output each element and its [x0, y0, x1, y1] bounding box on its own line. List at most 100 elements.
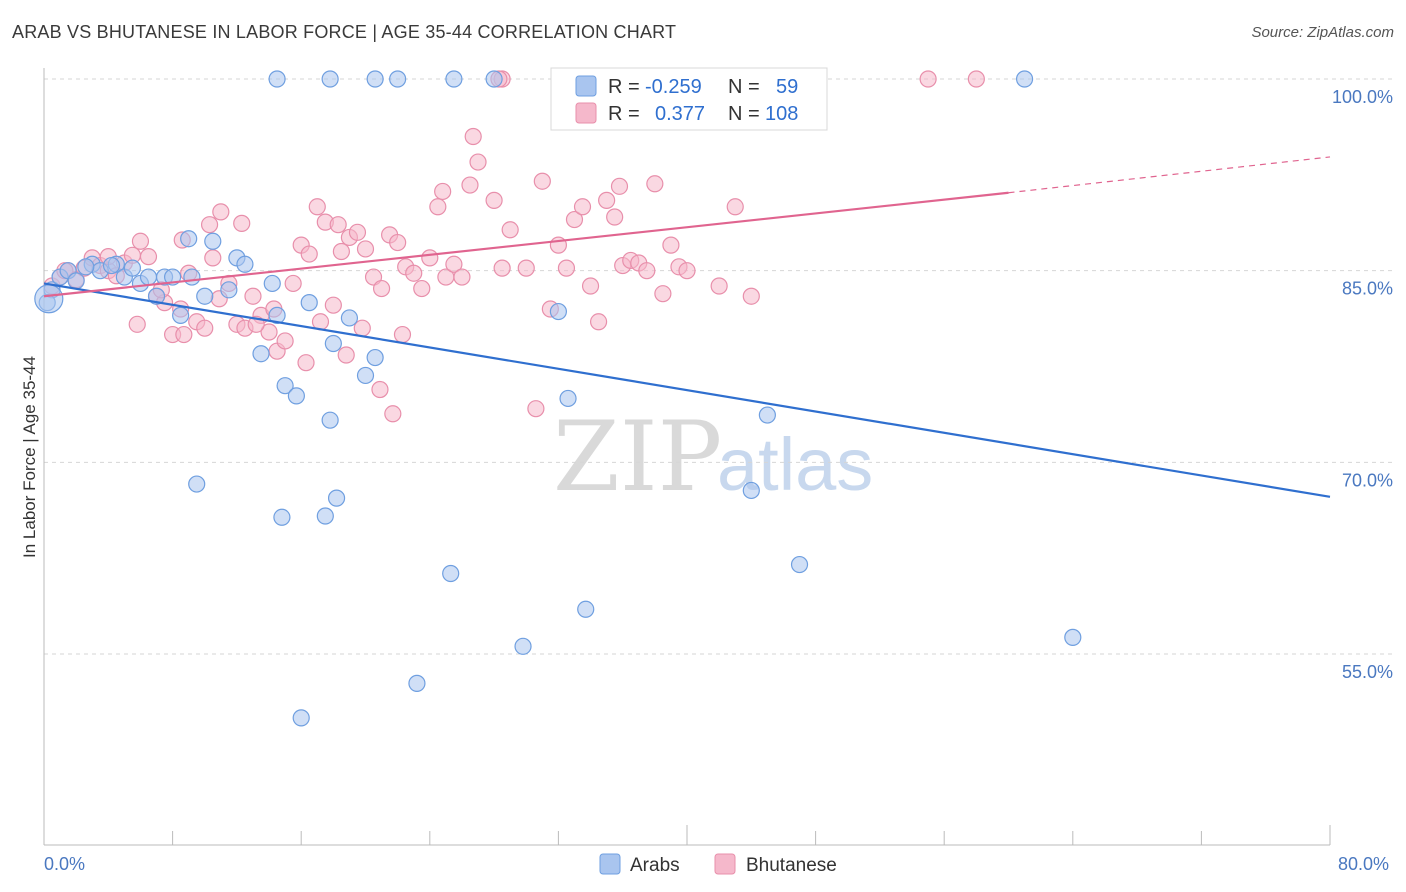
- bhutanese-point: [260, 323, 278, 341]
- bhutanese-point: [453, 268, 471, 286]
- y-tick-label: 100.0%: [1332, 87, 1393, 107]
- arabs-point: [196, 287, 214, 305]
- bhutanese-point: [356, 240, 375, 258]
- arabs-point: [485, 70, 503, 88]
- arabs-point: [559, 389, 577, 408]
- chart-source: Source: ZipAtlas.com: [1251, 24, 1394, 41]
- arabs-point: [67, 272, 85, 290]
- bhutanese-point: [606, 208, 624, 226]
- bottom-legend-label-bhutanese: Bhutanese: [746, 855, 837, 876]
- bhutanese-point: [204, 249, 222, 267]
- bhutanese-point: [200, 216, 219, 234]
- arabs-trend-line: [43, 282, 1331, 498]
- arabs-point: [268, 70, 286, 88]
- arabs-point: [183, 268, 201, 286]
- arabs-point: [300, 294, 318, 312]
- bhutanese-point: [429, 198, 447, 216]
- bhutanese-point: [324, 296, 342, 314]
- arabs-point: [389, 70, 407, 88]
- bhutanese-point: [610, 177, 629, 195]
- trend-lines: [43, 156, 1331, 498]
- arabs-point: [327, 489, 346, 507]
- arabs-point: [287, 387, 305, 405]
- arabs-point: [366, 348, 384, 367]
- arabs-point: [292, 709, 310, 727]
- arabs-point: [204, 232, 222, 250]
- arabs-point: [180, 230, 198, 248]
- bhutanese-point: [557, 259, 576, 277]
- y-tick-label: 70.0%: [1342, 470, 1393, 490]
- x-tick-label-max: 80.0%: [1338, 854, 1389, 874]
- legend-n-label-bhutanese: N =: [728, 103, 760, 125]
- bhutanese-point: [517, 259, 535, 277]
- bhutanese-point: [300, 245, 318, 263]
- arabs-point: [321, 411, 339, 429]
- bhutanese-point: [308, 198, 326, 216]
- bhutanese-point: [710, 277, 728, 295]
- arabs-cluster-point: [34, 284, 64, 314]
- arabs-point: [1015, 70, 1034, 88]
- y-tick-label: 85.0%: [1342, 279, 1393, 299]
- bhutanese-point: [348, 223, 367, 241]
- bhutanese-point: [573, 198, 592, 216]
- y-tick-labels: 55.0% 70.0% 85.0% 100.0%: [1332, 87, 1393, 682]
- arabs-point: [442, 564, 460, 583]
- arabs-point: [316, 507, 334, 525]
- watermark-atlas: atlas: [717, 423, 873, 506]
- bhutanese-point: [353, 319, 371, 337]
- bhutanese-point: [461, 176, 479, 194]
- arabs-point: [268, 306, 286, 324]
- bhutanese-point: [434, 182, 452, 201]
- bottom-legend-swatch-arabs: [599, 853, 621, 875]
- x-ticks: [43, 825, 1331, 845]
- bhutanese-point: [139, 248, 158, 266]
- arabs-point: [549, 302, 568, 321]
- grid-lines: [44, 78, 1393, 655]
- bhutanese-point: [464, 127, 482, 146]
- bhutanese-point: [919, 70, 937, 88]
- arabs-point: [263, 274, 281, 293]
- arabs-point: [147, 287, 166, 305]
- arabs-point: [340, 309, 359, 327]
- arabs-point: [102, 256, 121, 275]
- bhutanese-trend-line: [43, 191, 1009, 298]
- arabs-point: [366, 70, 384, 88]
- arabs-point: [273, 508, 291, 526]
- arabs-point: [742, 481, 760, 500]
- bhutanese-point: [175, 325, 193, 344]
- bhutanese-point: [565, 210, 584, 229]
- arabs-point: [123, 259, 142, 277]
- legend-r-value-arabs: -0.259: [645, 76, 702, 98]
- bhutanese-point: [233, 214, 251, 232]
- legend-box: R = -0.259 N = 59 R = 0.377 N = 108: [550, 67, 828, 131]
- arabs-point: [758, 406, 776, 424]
- bhutanese-point: [128, 315, 146, 333]
- arabs-point: [577, 600, 595, 618]
- arabs-point: [139, 268, 158, 286]
- bhutanese-point: [421, 249, 439, 267]
- bottom-legend-swatch-bhutanese: [714, 853, 736, 875]
- legend-n-value-bhutanese: 108: [765, 103, 798, 125]
- bhutanese-point: [742, 287, 760, 305]
- bhutanese-point: [485, 191, 503, 209]
- arabs-point: [1064, 628, 1082, 646]
- bhutanese-point: [662, 236, 680, 254]
- arabs-point: [790, 555, 809, 574]
- legend-n-value-arabs: 59: [776, 76, 798, 98]
- bhutanese-point: [297, 354, 315, 372]
- bhutanese-point: [678, 262, 696, 280]
- legend-swatch-arabs: [575, 75, 597, 97]
- y-axis-label: In Labor Force | Age 35-44: [20, 356, 39, 558]
- bhutanese-point: [533, 172, 551, 190]
- x-tick-label-min: 0.0%: [44, 854, 85, 874]
- bhutanese-point: [405, 264, 423, 282]
- bhutanese-point: [581, 277, 600, 295]
- legend-n-label-arabs: N =: [728, 76, 760, 98]
- series-arabs-points: [34, 70, 1082, 727]
- bhutanese-point: [393, 325, 412, 344]
- bhutanese-point: [384, 405, 402, 423]
- arabs-point: [236, 255, 254, 273]
- arabs-point: [172, 306, 190, 324]
- legend-r-label-arabs: R =: [608, 76, 640, 98]
- bhutanese-point: [501, 221, 519, 239]
